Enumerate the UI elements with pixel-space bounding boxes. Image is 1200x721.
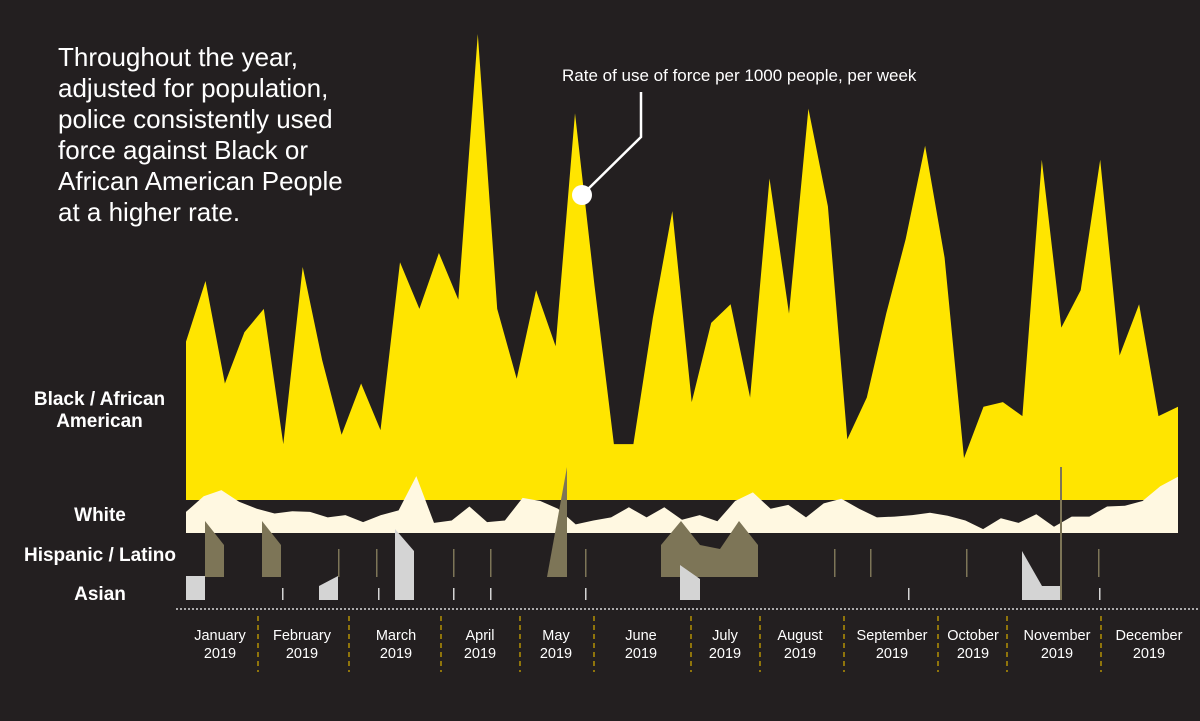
hispanic-latino-tick	[966, 549, 968, 577]
label-hispanic-latino: Hispanic / Latino	[23, 545, 177, 566]
month-year-label: 2019	[709, 646, 741, 662]
annotation-dot	[572, 185, 592, 205]
month-label: April	[465, 628, 494, 644]
headline: Throughout the year, adjusted for popula…	[58, 42, 343, 227]
hispanic-latino-tick	[585, 549, 587, 577]
series-hispanic-marks	[205, 467, 1100, 600]
white-area	[186, 476, 1178, 533]
hispanic-latino-tick	[376, 549, 378, 577]
month-label: January	[194, 628, 246, 644]
asian-mark	[395, 529, 414, 600]
label-white: White	[74, 505, 126, 526]
month-label: December	[1116, 628, 1183, 644]
x-axis: January 2019 February 2019 March 2019 April 201…	[176, 608, 1200, 672]
asian-mark	[680, 565, 700, 600]
month-label: May	[542, 628, 570, 644]
hispanic-latino-mark	[661, 521, 758, 577]
month-year-label: 2019	[1041, 646, 1073, 662]
asian-mark	[319, 576, 338, 600]
asian-tick	[908, 588, 910, 600]
series-white-area	[186, 476, 1178, 533]
hispanic-latino-tick	[870, 549, 872, 577]
hispanic-latino-tick	[490, 549, 492, 577]
asian-tick	[378, 588, 380, 600]
month-label: March	[376, 628, 416, 644]
month-year-label: 2019	[784, 646, 816, 662]
month-label: October	[947, 628, 999, 644]
label-black-african-american: Black / African American	[33, 389, 166, 432]
black-african-american-area	[186, 34, 1178, 500]
month-label: July	[712, 628, 739, 644]
month-year-label: 2019	[464, 646, 496, 662]
asian-tick	[585, 588, 587, 600]
asian-mark	[1022, 551, 1060, 600]
month-year-label: 2019	[876, 646, 908, 662]
month-label: February	[273, 628, 332, 644]
hispanic-latino-mark	[205, 521, 224, 577]
month-year-label: 2019	[625, 646, 657, 662]
hispanic-latino-tick	[1098, 549, 1100, 577]
hispanic-latino-mark	[547, 467, 567, 577]
month-year-label: 2019	[957, 646, 989, 662]
month-year-label: 2019	[204, 646, 236, 662]
label-asian: Asian	[74, 584, 126, 605]
month-label: September	[857, 628, 928, 644]
month-label: June	[625, 628, 656, 644]
annotation-leader-line	[581, 92, 643, 196]
asian-tick	[282, 588, 284, 600]
asian-tick	[490, 588, 492, 600]
series-asian-marks	[186, 529, 1101, 600]
series-black-area	[186, 34, 1178, 500]
asian-tick	[453, 588, 455, 600]
month-year-label: 2019	[1133, 646, 1165, 662]
annotation-text: Rate of use of force per 1000 people, pe…	[562, 66, 917, 85]
month-year-label: 2019	[286, 646, 318, 662]
hispanic-latino-tick	[338, 549, 340, 577]
month-year-label: 2019	[380, 646, 412, 662]
hispanic-latino-mark	[262, 521, 281, 577]
asian-mark	[186, 576, 205, 600]
hispanic-latino-tick	[453, 549, 455, 577]
asian-tick	[1099, 588, 1101, 600]
annotation-callout: Rate of use of force per 1000 people, pe…	[562, 66, 917, 205]
month-label: November	[1024, 628, 1091, 644]
hispanic-latino-tick	[834, 549, 836, 577]
hispanic-latino-mark	[1060, 467, 1062, 600]
month-year-label: 2019	[540, 646, 572, 662]
month-label: August	[777, 628, 822, 644]
